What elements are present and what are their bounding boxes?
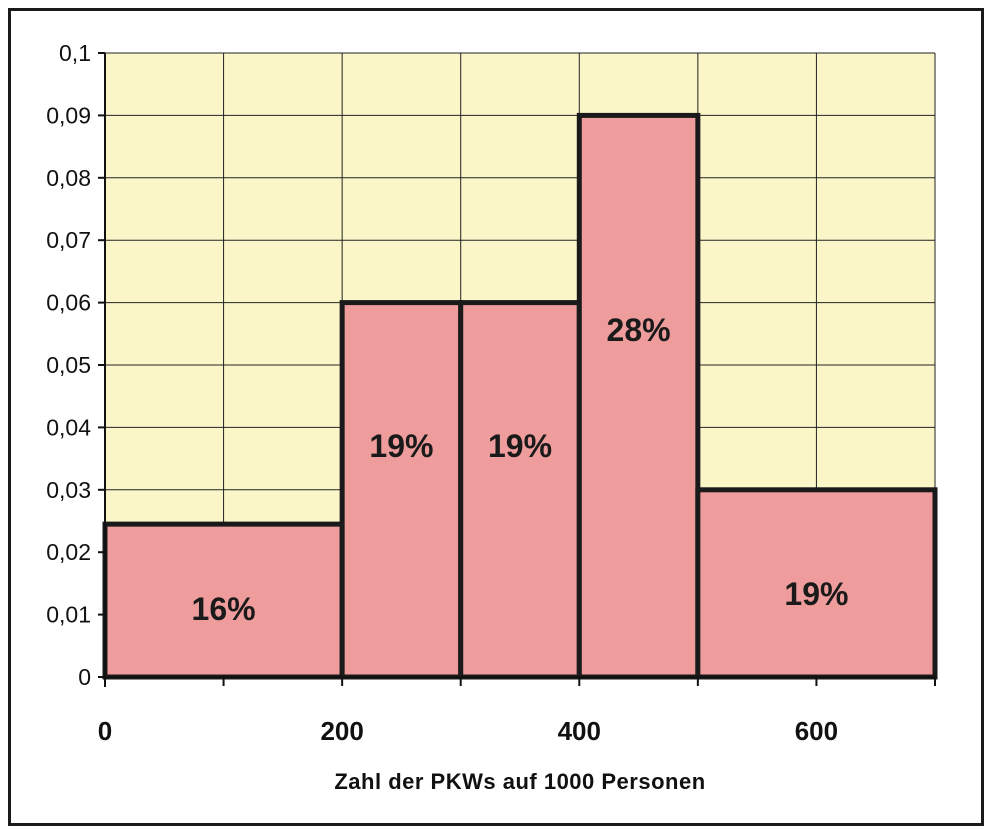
x-axis-label: Zahl der PKWs auf 1000 Personen — [334, 769, 705, 794]
bar-label: 28% — [607, 312, 671, 348]
y-tick-label: 0 — [78, 664, 91, 690]
y-tick-label: 0,02 — [46, 539, 91, 565]
histogram-bar — [339, 300, 464, 680]
y-tick-label: 0,05 — [46, 352, 91, 378]
y-tick-label: 0,09 — [46, 102, 91, 128]
y-tick-label: 0,01 — [46, 602, 91, 628]
x-tick-label: 400 — [558, 716, 601, 746]
y-tick-label: 0,03 — [46, 477, 91, 503]
y-tick-label: 0,06 — [46, 290, 91, 316]
y-tick-label: 0,07 — [46, 227, 91, 253]
bar-label: 16% — [192, 591, 256, 627]
x-axis: 0 200 400 600 — [98, 676, 936, 746]
y-axis: 0 0,01 0,02 0,03 0,04 0,05 0,06 0,07 0,08 0,09 0,1 — [46, 40, 106, 690]
bar-label: 19% — [369, 428, 433, 464]
bars: 16% 19% 19% 28% 19% — [102, 112, 938, 680]
bar-label: 19% — [488, 428, 552, 464]
y-tick-label: 0,1 — [59, 40, 91, 66]
x-tick-label: 0 — [98, 716, 112, 746]
histogram-bar — [102, 521, 345, 680]
y-tick-label: 0,04 — [46, 414, 91, 440]
y-tick-label: 0,08 — [46, 165, 91, 191]
bar-label: 19% — [784, 576, 848, 612]
histogram-bar — [458, 300, 582, 680]
x-tick-label: 600 — [795, 716, 838, 746]
histogram-bar — [576, 112, 701, 680]
x-tick-label: 200 — [320, 716, 363, 746]
